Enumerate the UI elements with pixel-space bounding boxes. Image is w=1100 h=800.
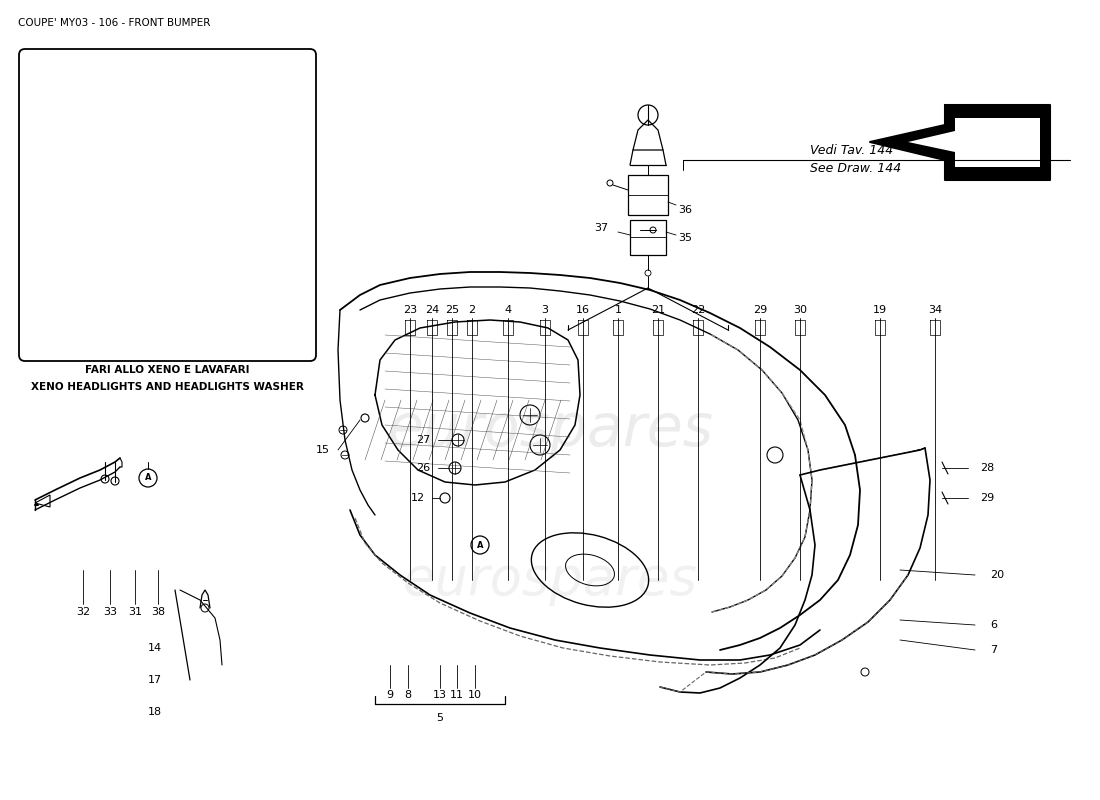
Text: 31: 31 — [128, 607, 142, 617]
Text: 18: 18 — [147, 707, 162, 717]
Text: 36: 36 — [678, 205, 692, 215]
Text: 21: 21 — [651, 305, 666, 315]
Text: 29: 29 — [980, 493, 994, 503]
Text: 14: 14 — [147, 643, 162, 653]
Text: 29: 29 — [752, 305, 767, 315]
Text: 15: 15 — [316, 445, 330, 455]
Text: 4: 4 — [505, 305, 512, 315]
Text: 11: 11 — [450, 690, 464, 700]
FancyBboxPatch shape — [19, 49, 316, 361]
Text: 1: 1 — [615, 305, 622, 315]
Text: 35: 35 — [678, 233, 692, 243]
Text: A: A — [476, 541, 483, 550]
Text: 19: 19 — [873, 305, 887, 315]
Text: 6: 6 — [990, 620, 997, 630]
Circle shape — [607, 180, 613, 186]
Text: FARI ALLO XENO E LAVAFARI: FARI ALLO XENO E LAVAFARI — [85, 365, 250, 375]
Text: 28: 28 — [980, 463, 994, 473]
Text: 5: 5 — [437, 713, 443, 723]
Text: A: A — [145, 474, 152, 482]
Text: 16: 16 — [576, 305, 590, 315]
Text: 20: 20 — [990, 570, 1004, 580]
Text: XENO HEADLIGHTS AND HEADLIGHTS WASHER: XENO HEADLIGHTS AND HEADLIGHTS WASHER — [31, 382, 304, 392]
Text: 2: 2 — [469, 305, 475, 315]
Text: 9: 9 — [386, 690, 394, 700]
Text: 22: 22 — [691, 305, 705, 315]
Text: eurospares: eurospares — [403, 554, 697, 606]
Polygon shape — [908, 118, 1040, 167]
Text: 8: 8 — [405, 690, 411, 700]
Text: 13: 13 — [433, 690, 447, 700]
Text: 30: 30 — [793, 305, 807, 315]
Bar — [630, 220, 666, 255]
Text: 27: 27 — [416, 435, 430, 445]
Text: 32: 32 — [76, 607, 90, 617]
Polygon shape — [870, 105, 1050, 180]
Text: eurospares: eurospares — [387, 402, 713, 458]
Text: 25: 25 — [444, 305, 459, 315]
Text: 12: 12 — [411, 493, 425, 503]
Text: 3: 3 — [541, 305, 549, 315]
Text: Vedi Tav. 144: Vedi Tav. 144 — [810, 143, 893, 157]
Text: 17: 17 — [147, 675, 162, 685]
Text: M: M — [125, 150, 134, 159]
Text: COUPE' MY03 - 106 - FRONT BUMPER: COUPE' MY03 - 106 - FRONT BUMPER — [18, 18, 210, 28]
Text: 26: 26 — [416, 463, 430, 473]
Text: 23: 23 — [403, 305, 417, 315]
Bar — [628, 175, 668, 215]
Text: 33: 33 — [103, 607, 117, 617]
Text: 38: 38 — [151, 607, 165, 617]
Text: 37: 37 — [594, 223, 608, 233]
Text: 1: 1 — [226, 73, 232, 83]
Circle shape — [160, 109, 165, 115]
Polygon shape — [35, 495, 50, 507]
Text: See Draw. 144: See Draw. 144 — [810, 162, 901, 174]
Text: 10: 10 — [468, 690, 482, 700]
Text: 7: 7 — [990, 645, 997, 655]
Text: 34: 34 — [928, 305, 942, 315]
Text: 24: 24 — [425, 305, 439, 315]
